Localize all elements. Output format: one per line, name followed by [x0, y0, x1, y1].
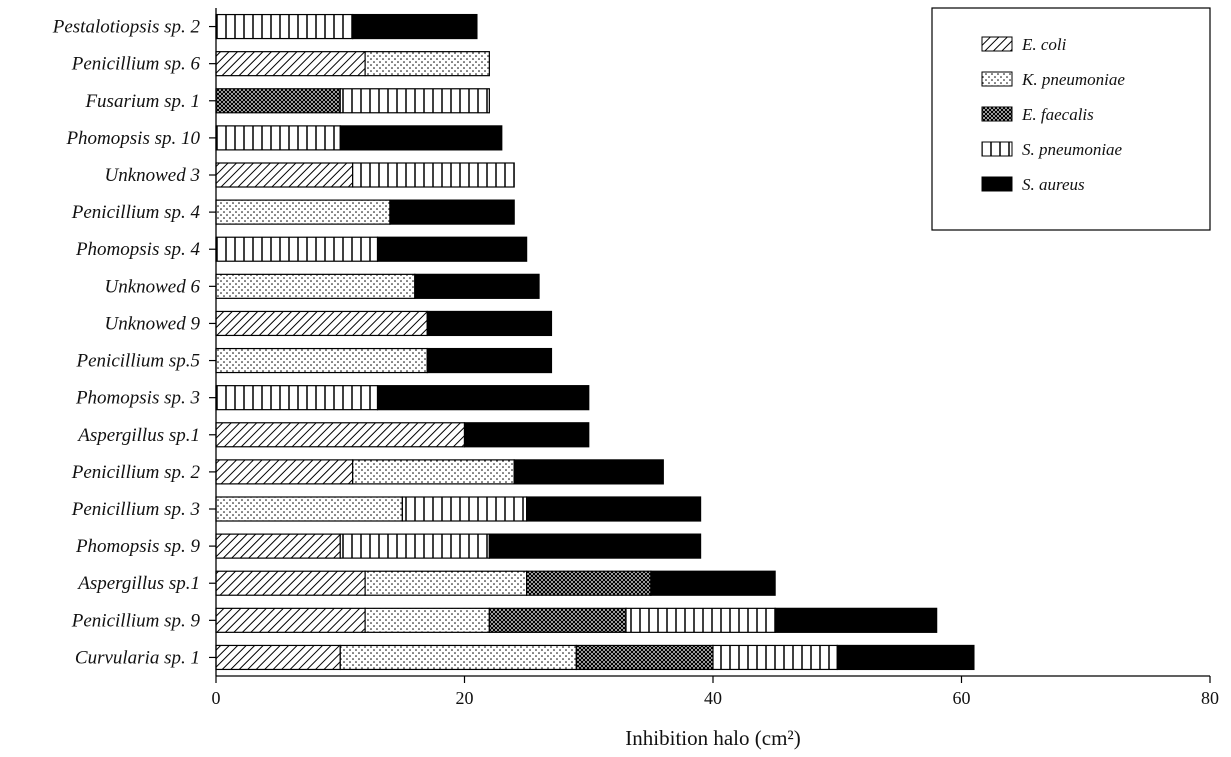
category-label: Penicillium sp. 4 [71, 202, 201, 223]
category-label: Phomopsis sp. 9 [75, 536, 201, 557]
bar-segment [376, 385, 590, 411]
bar-segment [339, 125, 503, 151]
bar-segment [836, 644, 975, 671]
category-label: Penicillium sp. 9 [71, 610, 201, 631]
legend-swatch [981, 71, 1013, 87]
bar-segment [526, 570, 652, 596]
bar-segment [339, 88, 490, 114]
bar-segment [215, 51, 366, 77]
category-label: Penicillium sp. 2 [71, 462, 201, 483]
bar-segment [376, 236, 528, 262]
bar-segment [215, 570, 366, 596]
x-tick-label: 20 [456, 688, 474, 708]
category-label: Penicillium sp.5 [76, 351, 200, 372]
bar-segment [575, 644, 714, 671]
category-label: Unknowed 3 [104, 165, 200, 186]
category-label: Unknowed 6 [104, 276, 200, 297]
bar-segment [215, 422, 466, 448]
bar-segment [364, 51, 490, 77]
category-label: Penicillium sp. 3 [71, 499, 200, 520]
category-label: Aspergillus sp.1 [76, 425, 200, 446]
bar-segment [488, 533, 702, 559]
bar-segment [389, 199, 515, 225]
bar-segment [215, 533, 341, 559]
bar-segment [215, 88, 341, 114]
bar-segment [774, 607, 938, 633]
bar-segment [215, 13, 354, 40]
bar-segment [463, 422, 590, 448]
bar-segment [352, 162, 515, 188]
x-tick-label: 80 [1201, 688, 1219, 708]
category-label: Pestalotiopsis sp. 2 [52, 17, 201, 38]
bar-segment [488, 607, 627, 633]
bar-segment [364, 607, 490, 633]
bar-segment [215, 310, 428, 337]
bar-segment [625, 607, 776, 633]
bar-segment [215, 273, 416, 299]
legend-label: S. pneumoniae [1022, 140, 1123, 159]
bar-segment [414, 273, 540, 299]
bar-segment [352, 13, 478, 40]
bar-segment [215, 162, 354, 188]
bar-segment [215, 496, 403, 522]
category-label: Fusarium sp. 1 [84, 91, 200, 112]
bar-segment [215, 125, 341, 151]
legend-label: K. pneumoniae [1021, 70, 1125, 89]
bar-segment [650, 570, 776, 596]
category-label: Penicillium sp. 6 [71, 54, 201, 75]
legend-swatch [981, 106, 1013, 122]
bar-segment [526, 496, 702, 522]
legend-swatch [981, 36, 1013, 52]
x-axis-title: Inhibition halo (cm²) [625, 726, 800, 750]
bar-segment [401, 496, 528, 522]
legend-label: E. faecalis [1021, 105, 1094, 124]
bar-segment [215, 607, 366, 633]
bar-segment [339, 644, 577, 671]
x-tick-label: 40 [704, 688, 722, 708]
bar-segment [215, 644, 341, 671]
legend-label: E. coli [1021, 35, 1067, 54]
legend-box [931, 7, 1211, 231]
bar-segment [513, 459, 664, 485]
legend-label: S. aureus [1022, 175, 1085, 194]
category-label: Curvularia sp. 1 [75, 647, 200, 668]
category-label: Unknowed 9 [104, 313, 200, 334]
bar-segment [215, 199, 391, 225]
category-label: Phomopsis sp. 3 [75, 388, 200, 409]
bar-segment [215, 347, 428, 374]
bar-segment [364, 570, 528, 596]
x-tick-label: 60 [953, 688, 971, 708]
x-tick-label: 0 [212, 688, 221, 708]
bar-segment [426, 310, 553, 337]
legend-swatch [981, 176, 1013, 192]
legend-swatch [981, 141, 1013, 157]
bar-segment [339, 533, 490, 559]
bar-segment [215, 236, 379, 262]
category-label: Phomopsis sp. 10 [65, 128, 200, 149]
bar-segment [426, 347, 553, 374]
category-label: Aspergillus sp.1 [76, 573, 200, 594]
bar-segment [712, 644, 838, 671]
bar-segment [215, 459, 354, 485]
bar-segment [215, 385, 379, 411]
bar-segment [352, 459, 515, 485]
category-label: Phomopsis sp. 4 [75, 239, 201, 260]
